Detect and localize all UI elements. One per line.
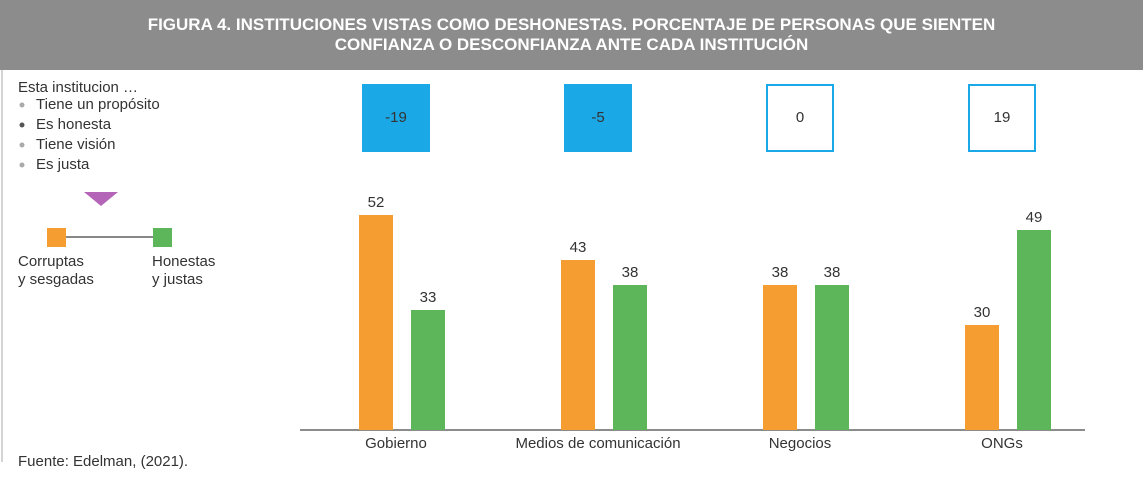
difference-label: 19 [994, 109, 1011, 126]
legend-line: y sesgadas [18, 271, 94, 288]
header: FIGURA 4. INSTITUCIONES VISTAS COMO DESH… [0, 0, 1143, 70]
bullet [19, 122, 25, 128]
x-tick-label: Gobierno [365, 435, 427, 452]
data-label: 38 [622, 264, 639, 281]
difference-label: -19 [385, 109, 407, 126]
data-label: 52 [368, 194, 385, 211]
data-label: 30 [974, 304, 991, 321]
data-label: 38 [824, 264, 841, 281]
bar [411, 310, 445, 430]
legend-label: Honestas y justas [152, 253, 220, 288]
sidebar-heading: Esta institucion … [18, 79, 138, 96]
data-label: 49 [1026, 209, 1043, 226]
bar [561, 260, 595, 430]
legend-line: Corruptas [18, 253, 88, 270]
bar [613, 285, 647, 430]
chart-title: FIGURA 4. INSTITUCIONES VISTAS COMO DESH… [147, 15, 996, 54]
difference-box [766, 84, 834, 152]
bar [815, 285, 849, 430]
sidebar-item: Es justa [36, 156, 90, 173]
sidebar-item: Tiene un propósito [36, 96, 160, 113]
bullet [19, 162, 25, 168]
bar [965, 325, 999, 430]
bullet [19, 102, 25, 108]
difference-box [968, 84, 1036, 152]
legend-label: Corruptas y sesgadas [18, 253, 94, 288]
bullet [19, 142, 25, 148]
x-tick-label: ONGs [981, 435, 1023, 452]
sidebar-item: Es honesta [36, 116, 112, 133]
difference-box [564, 84, 632, 152]
legend-swatch [47, 228, 66, 247]
legend-line: Honestas [152, 253, 220, 270]
difference-label: -5 [591, 109, 604, 126]
source: Fuente: Edelman, (2021). [18, 453, 188, 470]
data-label: 38 [772, 264, 789, 281]
difference-box [362, 84, 430, 152]
bar [1017, 230, 1051, 430]
difference-label: 0 [796, 109, 804, 126]
bar [359, 215, 393, 430]
data-label: 43 [570, 239, 587, 256]
sidebar-item: Tiene visión [36, 136, 115, 153]
pointer [84, 192, 118, 206]
x-tick-label: Negocios [769, 435, 832, 452]
legend-line: y justas [152, 271, 203, 288]
data-label: 33 [420, 289, 437, 306]
x-tick-label: Medios de comunicación [515, 435, 680, 452]
legend-swatch [153, 228, 172, 247]
bar [763, 285, 797, 430]
